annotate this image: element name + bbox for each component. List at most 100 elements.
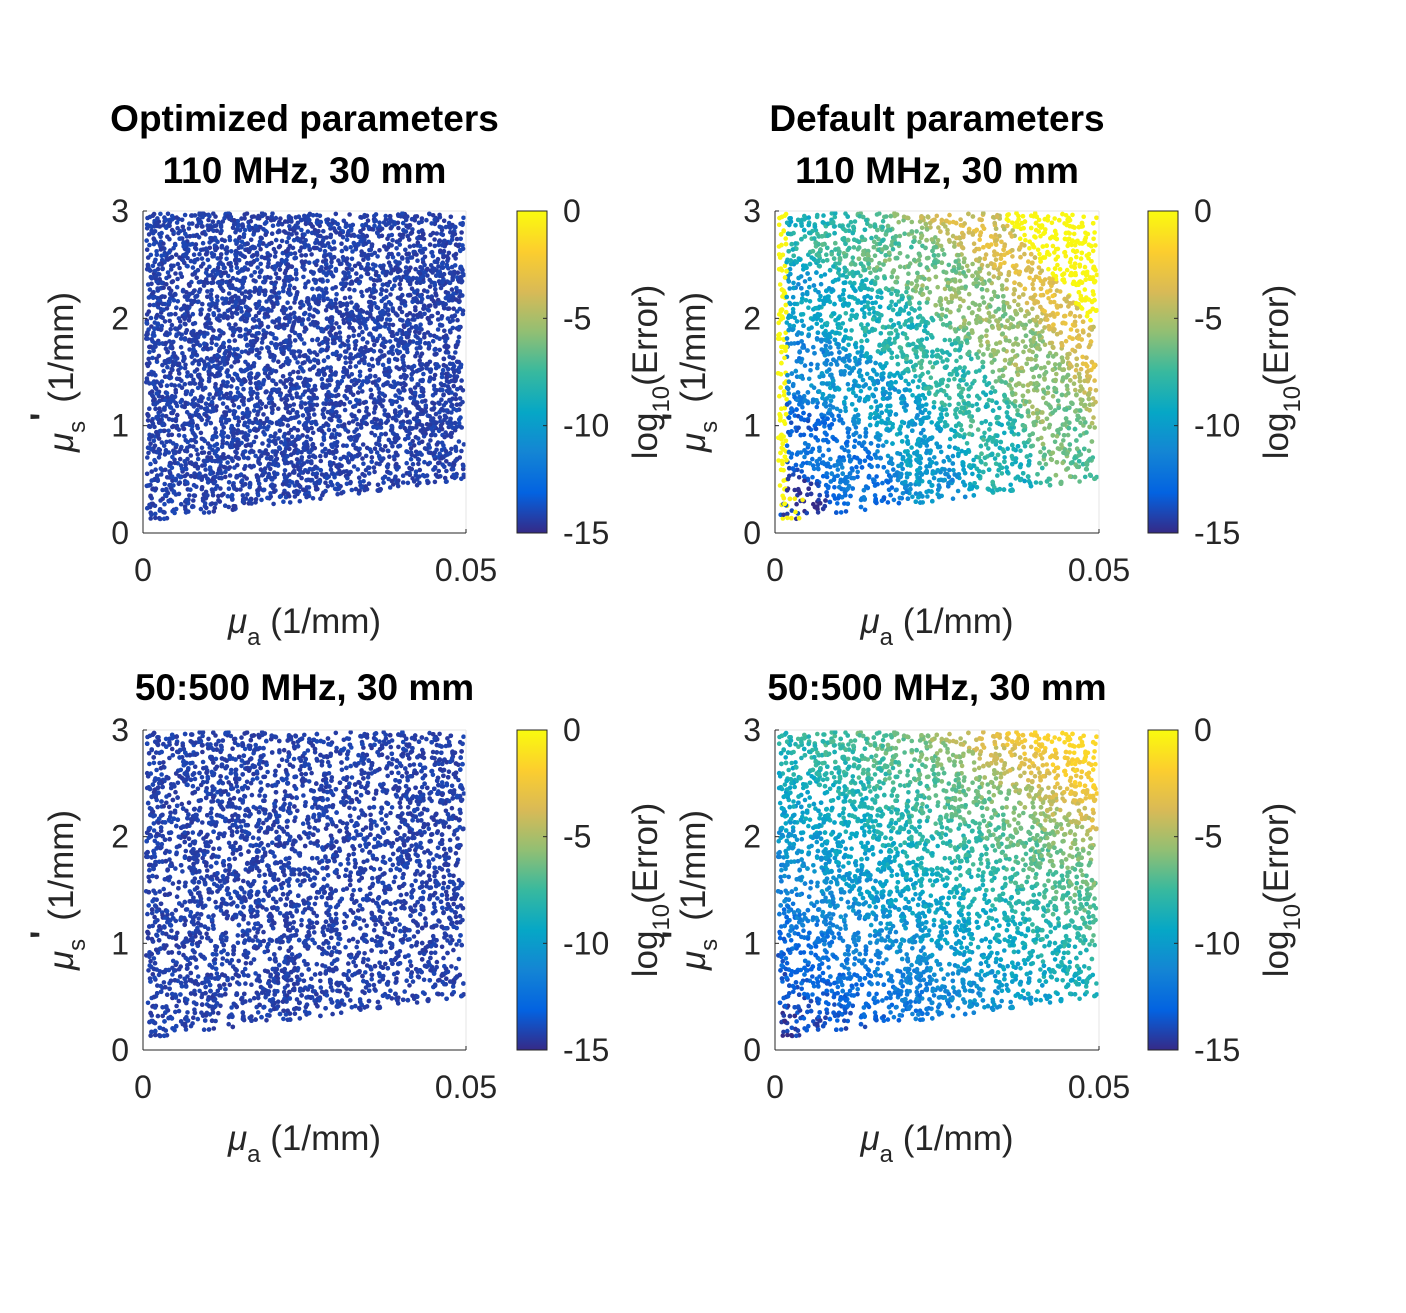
scatter-point (314, 262, 319, 268)
scatter-point (394, 275, 400, 281)
x-label-subscript: a (247, 624, 261, 651)
scatter-point (415, 258, 420, 264)
scatter-point (226, 353, 232, 359)
scatter-point (322, 248, 328, 254)
scatter-point (174, 284, 180, 290)
scatter-point (399, 255, 405, 260)
scatter-point (344, 307, 349, 312)
scatter-point (145, 331, 150, 337)
scatter-point (201, 359, 207, 365)
scatter-point (290, 407, 296, 413)
scatter-point (289, 377, 294, 383)
scatter-point (314, 212, 320, 218)
scatter-point (405, 256, 410, 261)
scatter-point (180, 257, 186, 263)
scatter-point (192, 474, 198, 480)
scatter-point (428, 433, 434, 438)
scatter-point (234, 311, 240, 316)
scatter-point (453, 448, 459, 454)
scatter-point (215, 352, 220, 358)
colorbar-tick-label: 0 (563, 193, 581, 229)
scatter-point (352, 287, 357, 293)
scatter-point (256, 318, 262, 323)
scatter-point (293, 415, 299, 420)
scatter-point (348, 469, 353, 475)
scatter-point (278, 440, 284, 445)
scatter-point (386, 312, 391, 317)
scatter-point (432, 243, 438, 249)
scatter-point (184, 389, 190, 394)
scatter-point (240, 315, 245, 320)
scatter-point (191, 498, 196, 503)
scatter-point (371, 410, 377, 415)
scatter-point (266, 443, 271, 448)
scatter-point (455, 317, 460, 323)
scatter-point (383, 420, 389, 426)
scatter-point (173, 476, 179, 482)
scatter-point (293, 267, 299, 273)
scatter-point (262, 292, 268, 298)
scatter-point (243, 481, 248, 487)
scatter-point (160, 394, 165, 400)
scatter-point (222, 312, 227, 318)
scatter-point (147, 268, 153, 273)
scatter-point (273, 369, 279, 374)
scatter-point (388, 471, 393, 476)
scatter-point (152, 457, 157, 463)
scatter-point (206, 396, 211, 402)
scatter-point (194, 367, 200, 372)
colorbar-tick-label: -15 (563, 515, 609, 551)
scatter-point (423, 398, 428, 404)
scatter-point (323, 286, 329, 292)
scatter-point (417, 344, 423, 350)
scatter-point (217, 328, 222, 333)
scatter-point (403, 229, 409, 234)
scatter-point (459, 230, 464, 235)
scatter-point (169, 410, 174, 416)
scatter-point (165, 211, 171, 217)
scatter-point (253, 500, 258, 505)
scatter-point (341, 401, 347, 407)
scatter-point (241, 386, 246, 392)
scatter-point (301, 380, 306, 386)
scatter-point (163, 467, 168, 473)
scatter-point (344, 266, 350, 272)
scatter-point (414, 482, 420, 488)
scatter-point (442, 464, 447, 470)
scatter-point (260, 441, 265, 446)
scatter-point (197, 251, 202, 257)
scatter-point (351, 333, 356, 339)
scatter-point (286, 231, 292, 236)
scatter-point (227, 465, 233, 470)
scatter-point (299, 400, 304, 405)
scatter-point (388, 292, 393, 297)
scatter-point (432, 432, 438, 438)
scatter-point (167, 469, 172, 474)
scatter-point (438, 300, 443, 306)
scatter-point (162, 359, 168, 364)
scatter-point (436, 468, 442, 474)
scatter-point (207, 369, 212, 374)
scatter-point (209, 238, 215, 243)
scatter-point (272, 342, 278, 348)
scatter-point (233, 293, 238, 299)
scatter-point (383, 431, 388, 437)
scatter-point (192, 493, 198, 499)
scatter-point (312, 231, 318, 236)
scatter-point (399, 234, 404, 239)
scatter-point (269, 482, 275, 487)
scatter-point (387, 485, 393, 490)
scatter-point (294, 410, 300, 416)
scatter-point (311, 407, 316, 412)
scatter-point (281, 499, 286, 505)
scatter-point (294, 391, 300, 396)
scatter-point (397, 328, 403, 333)
scatter-point (278, 422, 283, 427)
scatter-point (392, 356, 398, 362)
scatter-point (344, 258, 349, 264)
scatter-point (175, 299, 181, 304)
scatter-point (390, 443, 395, 449)
scatter-point (152, 443, 158, 449)
scatter-point (227, 278, 233, 284)
scatter-point (243, 336, 248, 342)
